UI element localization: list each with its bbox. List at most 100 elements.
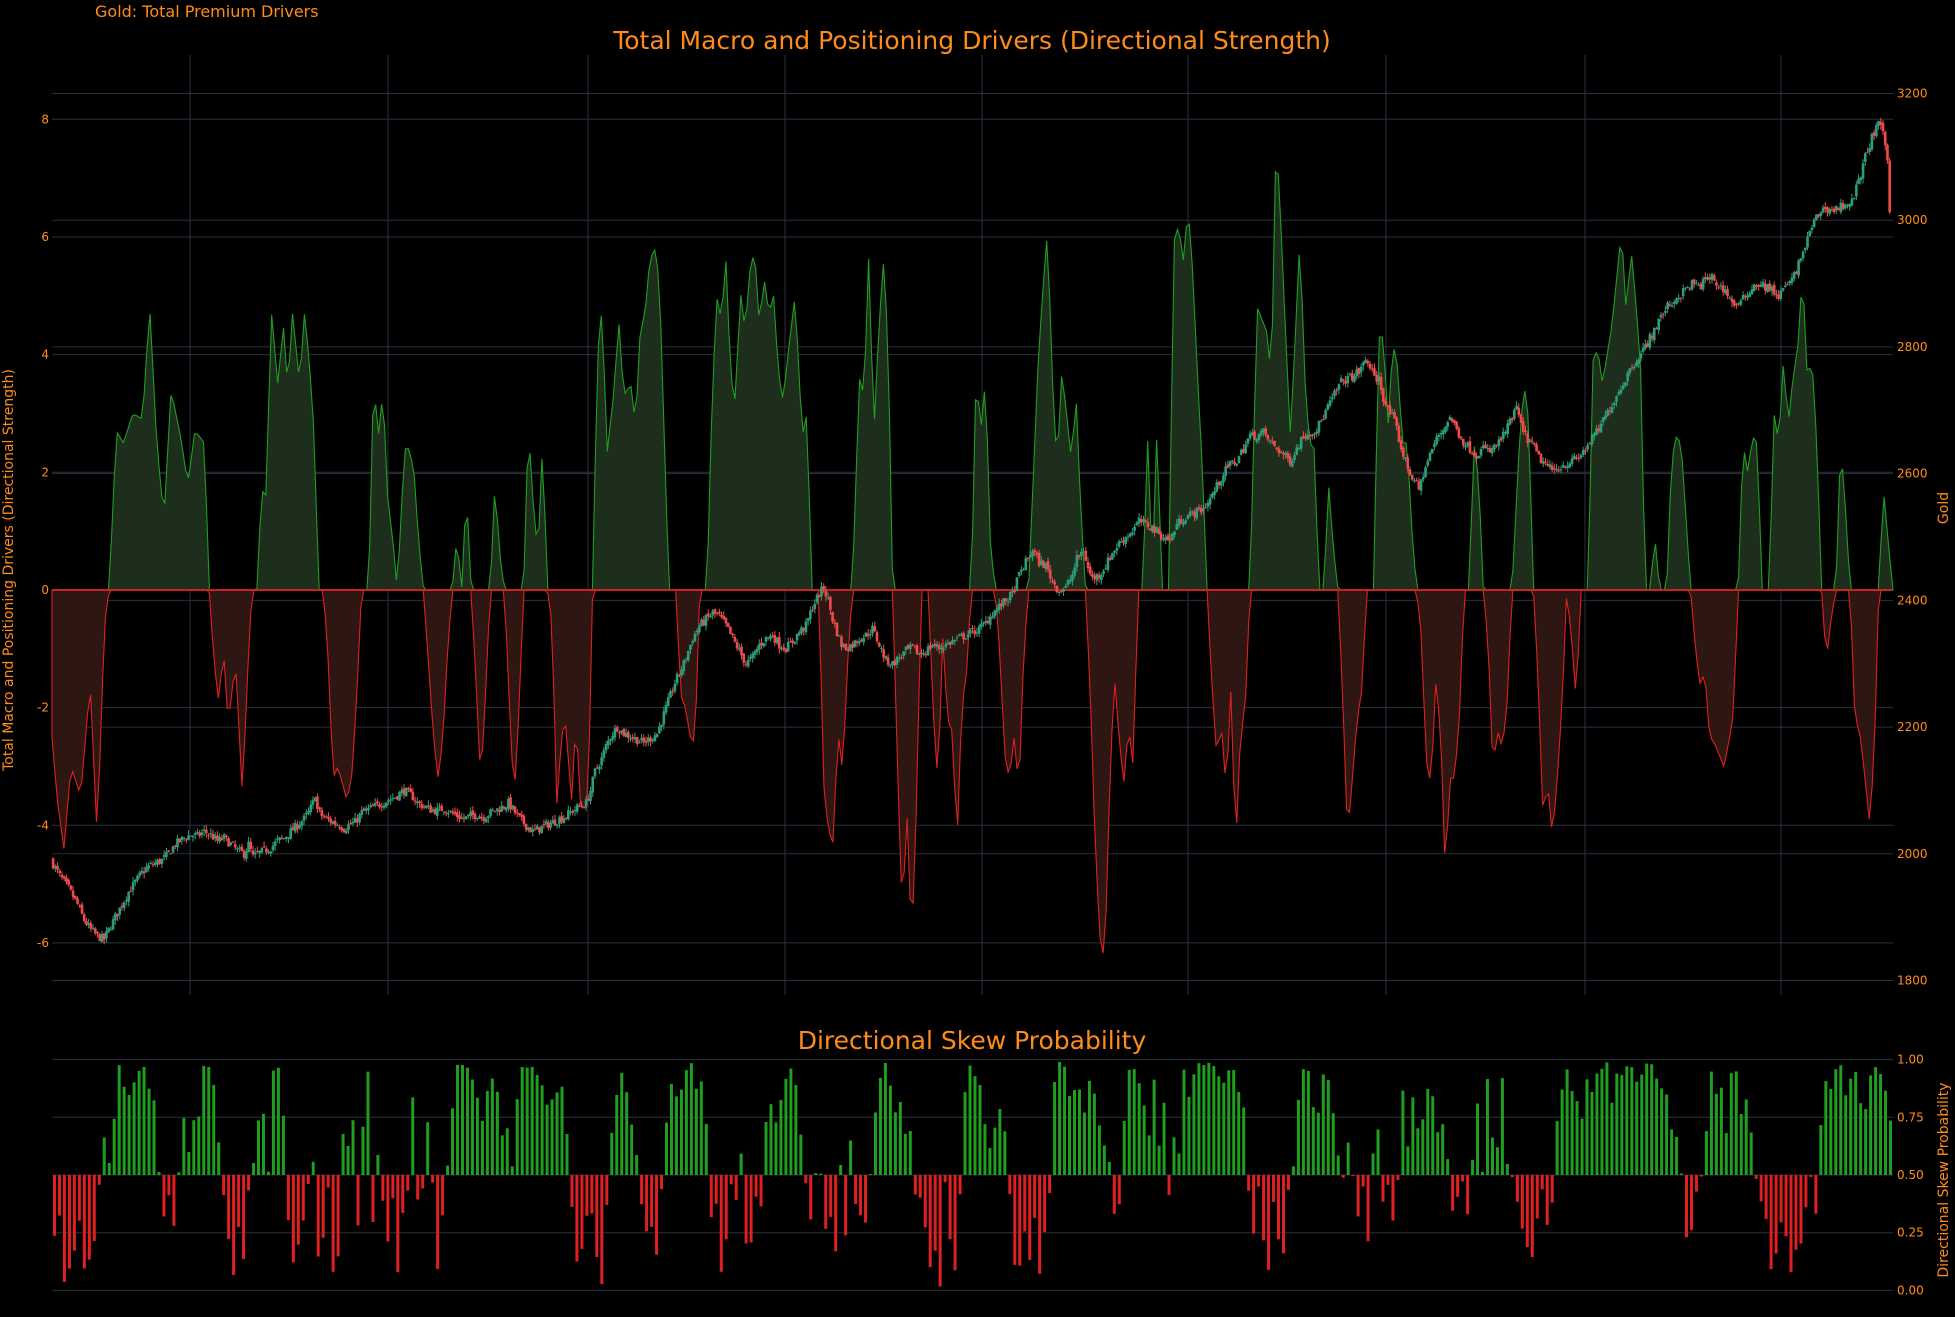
- candle-body: [240, 846, 244, 851]
- candle-body: [1766, 284, 1769, 293]
- skew-bar: [630, 1124, 634, 1175]
- candle-body: [349, 822, 352, 825]
- candle-body: [151, 864, 155, 866]
- candle-body: [931, 645, 934, 648]
- candle-body: [1615, 396, 1618, 402]
- candle-body: [156, 860, 159, 865]
- skew-bar: [306, 1175, 310, 1184]
- candle-body: [533, 828, 537, 830]
- candle-body: [1490, 448, 1494, 454]
- candle-body: [600, 757, 603, 766]
- candle-body: [1035, 552, 1039, 555]
- skew-bar: [1436, 1132, 1440, 1175]
- candle-body: [1619, 389, 1623, 394]
- skew-bar: [62, 1175, 66, 1282]
- candle-body: [444, 812, 448, 814]
- candle-body: [1097, 575, 1101, 579]
- candle-body: [487, 816, 490, 819]
- skew-bar: [575, 1175, 579, 1262]
- candle-body: [775, 637, 779, 644]
- candle-body: [629, 738, 632, 740]
- skew-bar: [908, 1130, 912, 1175]
- candle-body: [538, 827, 541, 833]
- candle-body: [1599, 423, 1603, 433]
- candle-body: [1000, 603, 1003, 607]
- candle-body: [817, 595, 821, 598]
- top-right-tick-label: 3200: [1897, 87, 1928, 101]
- candle-body: [1621, 385, 1625, 390]
- candle-body: [802, 628, 806, 631]
- skew-bar: [112, 1118, 116, 1175]
- candle-body: [815, 594, 819, 603]
- skew-bar: [252, 1162, 256, 1175]
- skew-bar: [1844, 1095, 1848, 1175]
- candle-body: [800, 627, 803, 634]
- candle-body: [1195, 507, 1199, 519]
- candle-body: [1661, 313, 1665, 315]
- skew-bar: [883, 1063, 887, 1175]
- skew-bar: [1670, 1129, 1674, 1175]
- candle-body: [98, 933, 102, 941]
- candle-body: [1772, 285, 1776, 295]
- skew-bar: [1043, 1175, 1047, 1232]
- candle-body: [398, 792, 401, 801]
- candle-body: [1506, 423, 1510, 435]
- candle-body: [1848, 203, 1851, 207]
- candle-body: [447, 813, 450, 815]
- candle-body: [229, 842, 233, 846]
- skew-bar: [615, 1094, 619, 1175]
- skew-bar: [366, 1071, 370, 1175]
- candle-body: [180, 836, 184, 841]
- candle-body: [1699, 283, 1703, 290]
- candle-body: [371, 805, 375, 807]
- candle-body: [1524, 430, 1527, 432]
- candle-body: [269, 851, 273, 854]
- candle-body: [507, 798, 510, 809]
- skew-bar: [361, 1126, 365, 1175]
- skew-bar: [1162, 1102, 1166, 1175]
- candle-body: [1137, 517, 1141, 524]
- skew-bar: [117, 1065, 121, 1175]
- candle-body: [1470, 453, 1474, 455]
- candle-body: [891, 660, 894, 666]
- candle-body: [116, 913, 119, 917]
- candle-body: [675, 673, 679, 684]
- candle-body: [429, 805, 432, 813]
- skew-bar: [1262, 1175, 1266, 1241]
- skew-bar: [391, 1175, 395, 1199]
- skew-bar: [963, 1092, 967, 1175]
- candle-body: [1246, 438, 1250, 444]
- candle-body: [773, 635, 777, 643]
- candle-body: [238, 847, 241, 849]
- skew-bar: [839, 1164, 843, 1175]
- skew-bar: [709, 1175, 713, 1218]
- skew-bar: [276, 1067, 280, 1175]
- candle-body: [584, 799, 588, 807]
- candle-body: [1215, 482, 1219, 492]
- candle-body: [1310, 434, 1314, 437]
- candle-body: [691, 641, 694, 644]
- candle-body: [60, 874, 64, 878]
- candle-body: [1395, 417, 1398, 427]
- candle-body: [591, 776, 595, 793]
- skew-bar: [1595, 1073, 1599, 1175]
- candle-body: [753, 651, 757, 655]
- skew-bar: [998, 1109, 1002, 1175]
- candle-body: [709, 615, 712, 618]
- skew-bar: [311, 1161, 315, 1175]
- candle-body: [200, 832, 204, 836]
- candle-body: [531, 829, 535, 833]
- candle-body: [1262, 428, 1265, 433]
- candle-body: [587, 798, 590, 801]
- candle-body: [1413, 480, 1416, 482]
- candle-body: [837, 635, 841, 637]
- skew-bar: [1680, 1173, 1684, 1175]
- skew-bar: [401, 1175, 405, 1213]
- candle-body: [251, 850, 255, 855]
- candle-body: [178, 838, 181, 843]
- candle-body: [427, 805, 430, 807]
- candle-body: [871, 625, 874, 634]
- candle-body: [1710, 274, 1714, 280]
- candle-body: [169, 853, 173, 855]
